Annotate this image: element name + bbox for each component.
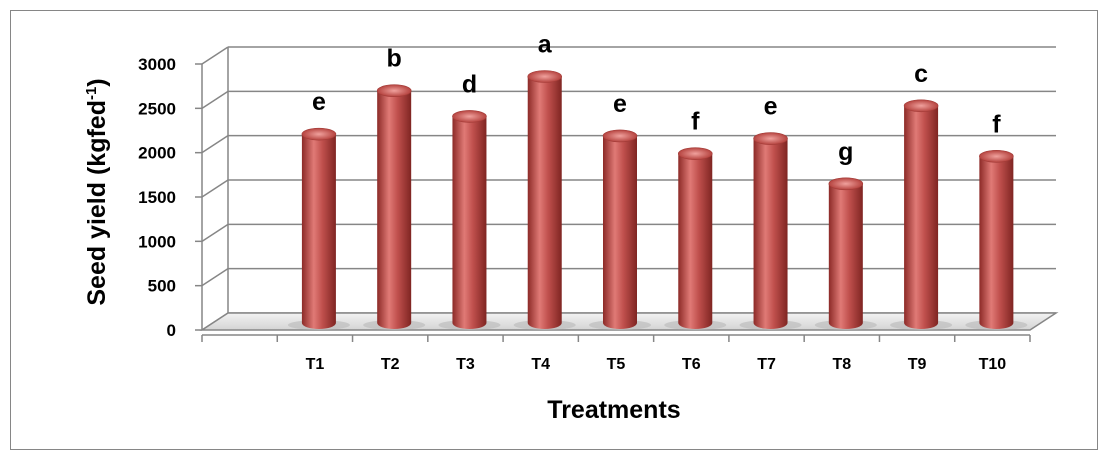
bar-body bbox=[678, 153, 713, 329]
bar-top bbox=[452, 110, 487, 123]
significance-letter: b bbox=[387, 45, 402, 73]
significance-letter: e bbox=[613, 90, 627, 118]
bar-T5 bbox=[589, 129, 651, 330]
bar-T3 bbox=[438, 110, 501, 330]
gridline-depth bbox=[201, 223, 229, 242]
bar-top bbox=[979, 150, 1014, 163]
bar-T6 bbox=[664, 147, 727, 330]
labels: 0 500 1000 1500 2000 2500 3000 T1 e T2 b T3 d T4 a T5 e T… bbox=[138, 31, 1006, 373]
x-tick-label: T8 bbox=[832, 356, 851, 373]
y-axis-title-main: Seed yield (kgfed bbox=[83, 100, 111, 306]
bar-T2 bbox=[363, 84, 426, 330]
bar-top bbox=[903, 99, 939, 113]
axes bbox=[195, 47, 1031, 342]
bar-T7 bbox=[739, 132, 802, 330]
x-tick-label: T1 bbox=[306, 356, 325, 373]
bar-top bbox=[376, 84, 412, 97]
y-tick-label: 2000 bbox=[138, 144, 176, 163]
significance-letter: g bbox=[838, 138, 853, 166]
bar-body bbox=[979, 156, 1014, 329]
significance-letter: c bbox=[914, 60, 928, 88]
y-tick-label: 1000 bbox=[138, 232, 176, 251]
significance-letter: e bbox=[764, 93, 778, 121]
bar-body bbox=[452, 116, 487, 329]
x-tick-label: T10 bbox=[979, 356, 1007, 373]
bar-top bbox=[828, 177, 864, 191]
x-tick-label: T2 bbox=[381, 356, 400, 373]
significance-letter: e bbox=[312, 88, 326, 116]
y-tick-label: 0 bbox=[167, 321, 176, 340]
significance-letter: f bbox=[992, 110, 1001, 138]
bar-body bbox=[301, 134, 336, 329]
gridline-depth bbox=[201, 46, 229, 65]
bar-top bbox=[753, 132, 788, 145]
bar-body bbox=[904, 105, 939, 330]
y-axis-title: Seed yield (kgfed-1) bbox=[83, 78, 111, 305]
x-tick-label: T5 bbox=[607, 356, 626, 373]
x-tick-label: T3 bbox=[456, 356, 475, 373]
bars bbox=[287, 70, 1028, 330]
bar-T9 bbox=[890, 99, 953, 330]
bar-body bbox=[753, 138, 788, 329]
gridline-depth bbox=[201, 268, 229, 287]
significance-letter: d bbox=[462, 70, 477, 98]
bar-top bbox=[527, 70, 563, 83]
y-axis-title-sup: -1 bbox=[83, 87, 100, 100]
x-tick-label: T9 bbox=[908, 356, 927, 373]
bar-body bbox=[377, 90, 412, 330]
y-tick-label: 2500 bbox=[138, 99, 176, 118]
bar-top bbox=[301, 127, 337, 141]
y-tick-label: 500 bbox=[148, 277, 176, 296]
bar-body bbox=[603, 135, 637, 329]
bar-T1 bbox=[287, 127, 350, 330]
significance-letter: a bbox=[538, 31, 553, 59]
bar-T4 bbox=[513, 70, 576, 330]
x-axis-title: Treatments bbox=[547, 396, 680, 424]
bar-body bbox=[828, 183, 863, 329]
y-tick-label: 3000 bbox=[138, 55, 176, 74]
bar-T8 bbox=[814, 177, 877, 330]
x-tick-label: T4 bbox=[531, 356, 550, 373]
x-tick-label: T7 bbox=[757, 356, 776, 373]
bar-top bbox=[677, 147, 713, 160]
gridline-depth bbox=[201, 135, 229, 154]
bar-T10 bbox=[965, 150, 1028, 330]
gridline-depth bbox=[201, 90, 229, 109]
bar-top bbox=[602, 129, 638, 143]
significance-letter: f bbox=[691, 108, 700, 136]
bar-body bbox=[527, 76, 562, 329]
x-tick-label: T6 bbox=[682, 356, 701, 373]
y-tick-label: 1500 bbox=[138, 188, 176, 207]
gridline-depth bbox=[201, 179, 229, 198]
y-axis-title-end: ) bbox=[83, 78, 111, 86]
